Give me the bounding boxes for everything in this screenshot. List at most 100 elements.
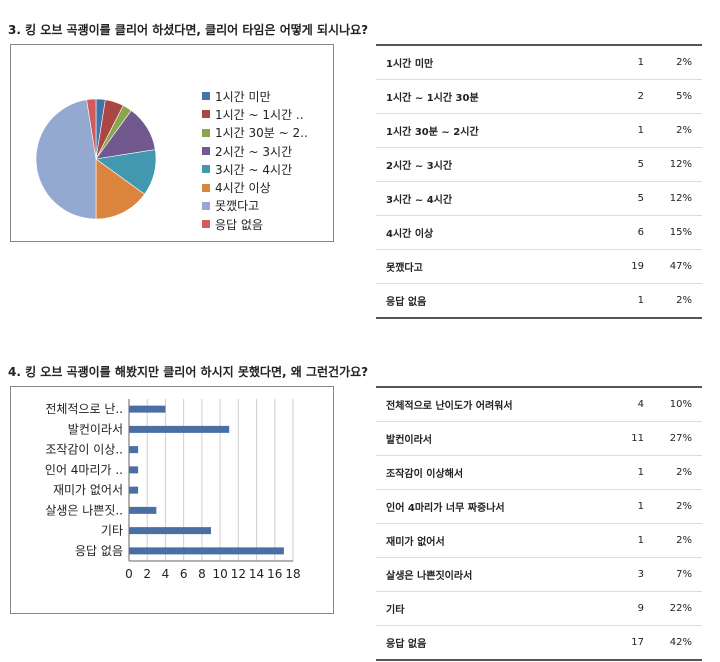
row-percent: 7% — [652, 557, 702, 592]
pie-slice — [95, 158, 145, 220]
legend-swatch — [202, 92, 210, 101]
category-label: 살생은 나쁜짓.. — [45, 503, 123, 517]
table-row: 살생은 나쁜짓이라서 3 7% — [376, 557, 702, 592]
row-percent: 42% — [652, 625, 702, 661]
row-count: 11 — [602, 421, 652, 456]
table-row: 1시간 ~ 1시간 30분 2 5% — [376, 79, 702, 114]
row-count: 3 — [602, 557, 652, 592]
row-percent: 15% — [652, 215, 702, 250]
row-label: 살생은 나쁜짓이라서 — [376, 557, 602, 592]
row-count: 9 — [602, 591, 652, 626]
row-count: 1 — [602, 489, 652, 524]
legend-item: 4시간 이상 — [202, 178, 308, 196]
bar — [129, 486, 139, 494]
legend-item: 못깼다고 — [202, 197, 308, 215]
legend-swatch — [202, 201, 210, 210]
row-count: 1 — [602, 44, 652, 80]
legend-label: 3시간 ~ 4시간 — [215, 162, 293, 177]
row-label: 전체적으로 난이도가 어려워서 — [376, 386, 602, 422]
table-row: 인어 4마리가 너무 짜증나서 1 2% — [376, 489, 702, 524]
legend-item: 3시간 ~ 4시간 — [202, 160, 308, 178]
question-3-title: 3. 킹 오브 곡괭이를 클리어 하셨다면, 클리어 타임은 어떻게 되시나요? — [8, 23, 369, 37]
question-4-title: 4. 킹 오브 곡괭이를 해봤지만 클리어 하시지 못했다면, 왜 그런건가요? — [8, 365, 369, 379]
row-count: 2 — [602, 79, 652, 114]
category-label: 전체적으로 난.. — [45, 402, 123, 416]
row-percent: 2% — [652, 283, 702, 319]
pie-legend: 1시간 미만 1시간 ~ 1시간 .. 1시간 30분 ~ 2.. 2시간 ~ 3시간… — [202, 87, 308, 233]
x-tick-label: 12 — [231, 567, 246, 581]
table-row: 3시간 ~ 4시간 5 12% — [376, 181, 702, 216]
row-label: 발컨이라서 — [376, 421, 602, 456]
x-tick-label: 4 — [162, 567, 170, 581]
legend-item: 1시간 30분 ~ 2.. — [202, 124, 308, 142]
category-label: 인어 4마리가 .. — [45, 463, 123, 477]
category-label: 재미가 없어서 — [53, 483, 123, 497]
row-label: 기타 — [376, 591, 602, 626]
pie-chart-box: 1시간 미만 1시간 ~ 1시간 .. 1시간 30분 ~ 2.. 2시간 ~ 3시간… — [10, 44, 334, 242]
legend-item: 2시간 ~ 3시간 — [202, 142, 308, 160]
table-row: 재미가 없어서 1 2% — [376, 523, 702, 558]
row-label: 못깼다고 — [376, 249, 602, 284]
bar — [129, 466, 139, 474]
row-label: 조작감이 이상해서 — [376, 455, 602, 490]
row-percent: 10% — [652, 386, 702, 422]
table-row: 4시간 이상 6 15% — [376, 215, 702, 250]
row-percent: 27% — [652, 421, 702, 456]
row-percent: 22% — [652, 591, 702, 626]
row-count: 1 — [602, 455, 652, 490]
category-label: 기타 — [101, 524, 123, 538]
legend-label: 응답 없음 — [215, 217, 263, 232]
legend-item: 1시간 미만 — [202, 87, 308, 105]
pie-chart — [35, 98, 157, 220]
row-label: 인어 4마리가 너무 짜증나서 — [376, 489, 602, 524]
legend-label: 못깼다고 — [215, 199, 260, 214]
row-percent: 2% — [652, 523, 702, 558]
legend-item: 응답 없음 — [202, 215, 308, 233]
legend-swatch — [202, 220, 210, 229]
table-row: 1시간 30분 ~ 2시간 1 2% — [376, 113, 702, 148]
x-tick-label: 14 — [249, 567, 264, 581]
row-count: 4 — [602, 386, 652, 422]
row-label: 재미가 없어서 — [376, 523, 602, 558]
x-tick-label: 6 — [180, 567, 188, 581]
row-count: 19 — [602, 249, 652, 284]
row-label: 3시간 ~ 4시간 — [376, 181, 602, 216]
legend-swatch — [202, 183, 210, 192]
table-row: 응답 없음 17 42% — [376, 625, 702, 661]
question-4-table: 전체적으로 난이도가 어려워서 4 10% 발컨이라서 11 27% 조작감이 이상해서 1 2… — [376, 386, 702, 661]
bar — [129, 547, 284, 555]
row-percent: 2% — [652, 113, 702, 148]
row-percent: 5% — [652, 79, 702, 114]
table-row: 2시간 ~ 3시간 5 12% — [376, 147, 702, 182]
bar — [129, 425, 230, 433]
row-label: 응답 없음 — [376, 283, 602, 319]
table-row: 발컨이라서 11 27% — [376, 421, 702, 456]
row-count: 1 — [602, 283, 652, 319]
legend-swatch — [202, 110, 210, 119]
legend-label: 4시간 이상 — [215, 181, 271, 196]
bar — [129, 506, 157, 514]
row-percent: 12% — [652, 181, 702, 216]
row-percent: 2% — [652, 455, 702, 490]
legend-label: 1시간 미만 — [215, 89, 271, 104]
row-count: 1 — [602, 113, 652, 148]
row-percent: 2% — [652, 489, 702, 524]
question-3-table: 1시간 미만 1 2% 1시간 ~ 1시간 30분 2 5% 1시간 30분 ~ 2시간 1 2… — [376, 44, 702, 319]
bar — [129, 527, 211, 535]
legend-label: 1시간 ~ 1시간 .. — [215, 107, 304, 122]
row-label: 2시간 ~ 3시간 — [376, 147, 602, 182]
category-label: 응답 없음 — [75, 544, 123, 558]
table-row: 기타 9 22% — [376, 591, 702, 626]
row-count: 5 — [602, 147, 652, 182]
category-label: 조작감이 이상.. — [45, 443, 123, 457]
row-count: 6 — [602, 215, 652, 250]
row-percent: 47% — [652, 249, 702, 284]
x-tick-label: 10 — [212, 567, 227, 581]
legend-label: 1시간 30분 ~ 2.. — [215, 126, 308, 141]
x-tick-label: 16 — [267, 567, 282, 581]
table-row: 응답 없음 1 2% — [376, 283, 702, 319]
legend-item: 1시간 ~ 1시간 .. — [202, 105, 308, 123]
category-label: 발컨이라서 — [68, 422, 123, 436]
